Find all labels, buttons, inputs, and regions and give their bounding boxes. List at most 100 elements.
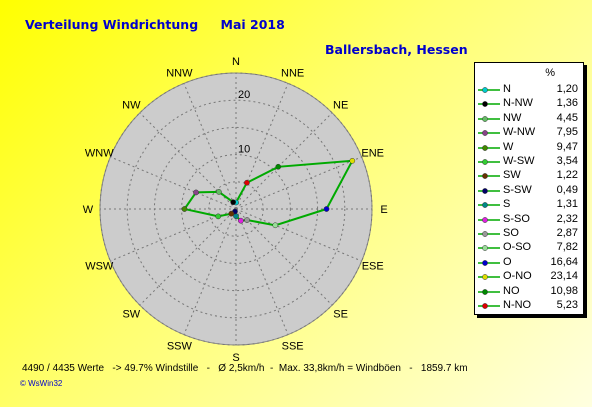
legend-value: 10,98 <box>550 284 578 297</box>
legend-item-s-sw: S-SW 0,49 <box>475 184 583 198</box>
legend-value: 3,54 <box>556 155 578 167</box>
legend-item-nw: NW 4,45 <box>475 112 583 126</box>
grid-ring <box>208 181 264 237</box>
legend-item-no: NO 10,98 <box>475 285 583 299</box>
direction-label-n: N <box>232 56 240 68</box>
legend-marker-icon <box>478 288 500 295</box>
direction-label-wnw: WNW <box>85 147 114 159</box>
legend-label: S-SW <box>503 183 532 196</box>
direction-label-sw: SW <box>122 309 140 321</box>
legend-label: N-NW <box>503 97 533 110</box>
legend-marker-icon <box>478 187 500 194</box>
legend: % N 1,20 N-NW 1,36 NW 4,45 W-NW 7,95 W 9,47 W-SW 3,… <box>474 62 584 315</box>
legend-item-w: W 9,47 <box>475 141 583 155</box>
legend-value: 2,87 <box>556 227 578 239</box>
direction-label-ssw: SSW <box>167 341 193 353</box>
direction-label-ne: NE <box>333 99 348 111</box>
data-point-w-sw <box>215 213 222 220</box>
direction-label-se: SE <box>333 309 348 321</box>
software-credit: © WsWin32 <box>20 379 63 388</box>
legend-value: 2,32 <box>556 212 578 225</box>
legend-label: NO <box>503 284 520 297</box>
data-point-nw <box>216 189 222 195</box>
grid-ring <box>181 154 291 264</box>
data-point-o-no <box>349 157 356 164</box>
data-point-o-so <box>272 222 279 229</box>
legend-value: 7,95 <box>556 126 578 139</box>
legend-value: 0,49 <box>556 183 578 196</box>
direction-label-ese: ESE <box>362 261 384 273</box>
direction-label-s: S <box>232 352 239 364</box>
legend-value: 5,23 <box>556 299 578 311</box>
legend-item-so: SO 2,87 <box>475 227 583 241</box>
legend-label: S <box>503 198 511 211</box>
chart-location: Ballersbach, Hessen <box>325 42 468 57</box>
legend-marker-icon <box>478 259 500 266</box>
wind-rose-series <box>181 157 356 229</box>
legend-label: NW <box>503 111 522 124</box>
legend-marker-icon <box>478 144 500 151</box>
legend-label: N-NO <box>503 299 532 311</box>
legend-value: 1,22 <box>556 169 578 182</box>
legend-label: SO <box>503 227 519 239</box>
legend-label: O-SO <box>503 241 532 254</box>
chart-period: Mai 2018 <box>220 17 285 32</box>
legend-label: N <box>503 83 511 95</box>
chart-title-text: Verteilung Windrichtung <box>25 17 199 32</box>
legend-marker-icon <box>478 159 500 165</box>
legend-item-sw: SW 1,22 <box>475 169 583 183</box>
data-point-sw <box>228 210 235 217</box>
legend-value: 4,45 <box>556 111 578 124</box>
direction-label-nne: NNE <box>281 67 304 79</box>
legend-item-o: O 16,64 <box>475 256 583 270</box>
legend-marker-icon <box>478 101 500 108</box>
legend-item-w-sw: W-SW 3,54 <box>475 155 583 169</box>
data-point-n-nw <box>230 199 237 206</box>
ring-label: 10 <box>238 144 250 156</box>
legend-marker-icon <box>478 173 500 180</box>
legend-label: SW <box>503 169 521 182</box>
direction-label-e: E <box>380 204 387 216</box>
direction-label-nnw: NNW <box>166 67 193 79</box>
legend-value: 7,82 <box>556 241 578 254</box>
data-point-w-nw <box>193 189 199 196</box>
legend-value: 9,47 <box>556 140 578 153</box>
data-point-so <box>244 217 250 223</box>
legend-value: 1,20 <box>556 83 578 95</box>
legend-unit-header: % <box>545 67 555 79</box>
legend-label: S-SO <box>503 212 530 225</box>
legend-label: W-SW <box>503 155 535 167</box>
direction-label-wsw: WSW <box>85 261 114 273</box>
direction-label-ene: ENE <box>361 147 384 159</box>
legend-item-w-nw: W-NW 7,95 <box>475 126 583 140</box>
direction-label-w: W <box>83 204 94 216</box>
legend-marker-icon <box>478 303 500 309</box>
legend-marker-icon <box>478 87 500 93</box>
legend-item-o-so: O-SO 7,82 <box>475 241 583 255</box>
legend-marker-icon <box>478 115 500 122</box>
legend-item-n: N 1,20 <box>475 83 583 97</box>
footer-stats: 4490 / 4435 Werte -> 49.7% Windstille - … <box>22 363 468 374</box>
legend-label: O-NO <box>503 270 532 283</box>
legend-item-s: S 1,31 <box>475 198 583 212</box>
chart-title: Verteilung Windrichtung Mai 2018 <box>25 17 303 32</box>
legend-item-n-no: N-NO 5,23 <box>475 299 583 313</box>
legend-marker-icon <box>478 130 500 137</box>
legend-label: W <box>503 140 514 153</box>
legend-marker-icon <box>478 274 500 281</box>
legend-label: W-NW <box>503 126 536 139</box>
legend-value: 1,31 <box>556 198 578 211</box>
data-point-s-so <box>237 217 244 224</box>
direction-labels: N NNE NE ENE E ESE SE SSE S SSW SW WSW W WNW NW NNW <box>83 56 388 364</box>
legend-value: 23,14 <box>550 270 578 283</box>
legend-item-o-no: O-NO 23,14 <box>475 270 583 284</box>
legend-marker-icon <box>478 216 500 223</box>
legend-value: 16,64 <box>550 255 578 268</box>
legend-marker-icon <box>478 231 500 237</box>
legend-item-n-nw: N-NW 1,36 <box>475 97 583 111</box>
grid-ring <box>126 99 346 319</box>
ring-label: 20 <box>238 89 250 101</box>
legend-marker-icon <box>478 245 500 252</box>
legend-value: 1,36 <box>556 97 578 110</box>
